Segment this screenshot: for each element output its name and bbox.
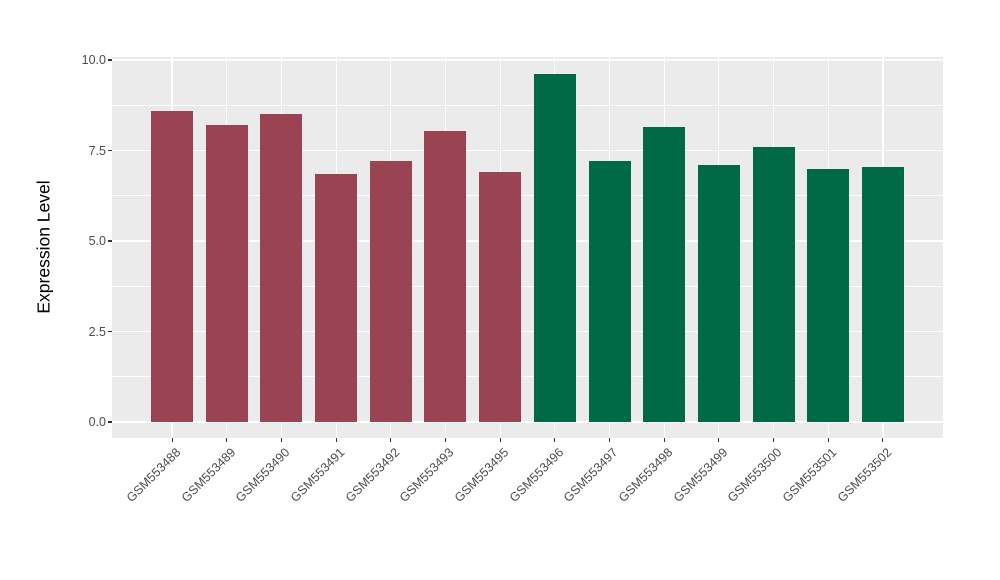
bar-GSM553492 xyxy=(369,161,412,422)
bar-GSM553499 xyxy=(697,164,740,422)
gridline-minor-horizontal xyxy=(112,195,943,197)
gridline-major-horizontal xyxy=(112,421,943,423)
bar-GSM553498 xyxy=(643,126,686,422)
x-tick-mark xyxy=(280,438,283,442)
plot-panel xyxy=(112,57,943,438)
bar-GSM553497 xyxy=(588,161,631,422)
x-tick-label: GSM553492 xyxy=(342,445,403,505)
bar-GSM553489 xyxy=(205,125,248,422)
bar-GSM553495 xyxy=(479,172,522,422)
y-tick-mark xyxy=(108,149,112,152)
x-tick-mark xyxy=(827,438,829,442)
bar-GSM553493 xyxy=(424,130,467,422)
y-tick-label: 0.0 xyxy=(88,415,106,429)
y-axis-title: Expression Level xyxy=(33,180,54,314)
y-tick-mark xyxy=(108,59,112,61)
x-tick-label: GSM553488 xyxy=(123,445,184,505)
bar-GSM553490 xyxy=(260,114,303,422)
y-tick-label: 2.5 xyxy=(88,324,106,339)
x-tick-label: GSM553497 xyxy=(561,445,621,505)
y-tick-label: 5.0 xyxy=(88,234,106,248)
bar-GSM553502 xyxy=(861,166,904,422)
y-tick-mark xyxy=(108,240,112,242)
x-tick-label: GSM553495 xyxy=(451,445,512,505)
x-tick-mark xyxy=(718,438,720,442)
gridline-major-horizontal xyxy=(112,59,943,61)
bar-GSM553491 xyxy=(315,174,358,422)
x-tick-label: GSM553496 xyxy=(506,445,567,505)
bar-GSM553501 xyxy=(807,168,850,422)
y-tick-label: 7.5 xyxy=(88,143,106,158)
gridline-major-horizontal xyxy=(112,330,943,333)
y-tick-mark xyxy=(108,330,112,333)
x-tick-mark xyxy=(772,438,775,442)
x-tick-mark xyxy=(554,438,556,442)
x-tick-mark xyxy=(226,438,228,442)
x-tick-label: GSM553498 xyxy=(615,445,676,505)
x-tick-label: GSM553491 xyxy=(287,445,348,505)
bar-GSM553496 xyxy=(533,74,576,422)
x-tick-mark xyxy=(608,438,611,442)
x-tick-label: GSM553489 xyxy=(178,445,239,505)
gridline-major-horizontal xyxy=(112,240,943,242)
bar-GSM553500 xyxy=(752,146,795,422)
gridline-minor-horizontal xyxy=(112,104,943,106)
x-tick-mark xyxy=(171,438,173,442)
y-tick-mark xyxy=(108,421,112,423)
x-tick-mark xyxy=(335,438,337,442)
x-tick-mark xyxy=(444,438,447,442)
x-tick-label: GSM553499 xyxy=(670,445,731,505)
x-tick-label: GSM553502 xyxy=(834,445,895,505)
x-tick-mark xyxy=(499,438,501,442)
x-tick-label: GSM553500 xyxy=(725,445,785,505)
x-tick-label: GSM553501 xyxy=(779,445,840,505)
x-tick-mark xyxy=(390,438,392,442)
y-tick-label: 10.0 xyxy=(81,53,106,67)
x-tick-mark xyxy=(882,438,884,442)
x-tick-mark xyxy=(663,438,665,442)
gridline-minor-horizontal xyxy=(112,376,943,378)
x-tick-label: GSM553490 xyxy=(233,445,293,505)
x-tick-label: GSM553493 xyxy=(397,445,457,505)
gridline-minor-horizontal xyxy=(112,285,943,287)
bar-GSM553488 xyxy=(151,110,194,422)
gridline-major-horizontal xyxy=(112,149,943,152)
